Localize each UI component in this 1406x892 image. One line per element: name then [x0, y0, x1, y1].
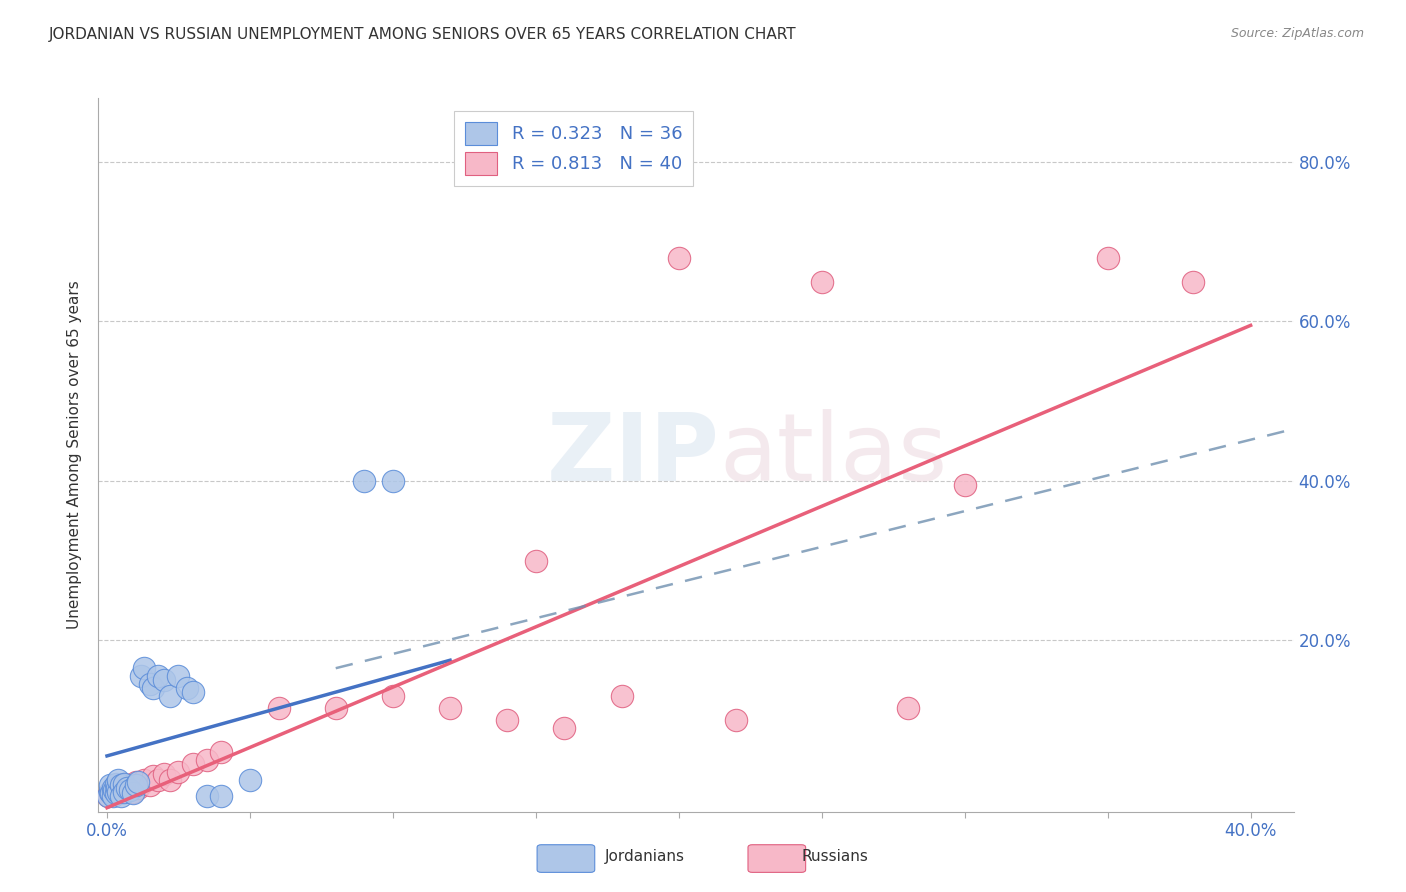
Point — [112, 785, 135, 799]
Point — [142, 681, 165, 695]
Point — [153, 767, 176, 781]
Point — [110, 789, 132, 803]
Point — [118, 779, 141, 793]
Point — [115, 780, 138, 795]
Point — [104, 779, 127, 793]
Point — [896, 701, 918, 715]
Text: Source: ZipAtlas.com: Source: ZipAtlas.com — [1230, 27, 1364, 40]
Point — [810, 275, 832, 289]
Point — [724, 713, 747, 727]
Point — [115, 783, 138, 797]
Point — [127, 775, 149, 789]
Point — [553, 721, 575, 735]
Point — [953, 478, 976, 492]
Point — [353, 474, 375, 488]
Point — [98, 779, 121, 793]
Point — [107, 785, 129, 799]
Point — [195, 789, 218, 803]
Point — [98, 785, 121, 799]
Point — [107, 772, 129, 787]
Point — [118, 783, 141, 797]
Point — [610, 689, 633, 703]
Point — [98, 785, 121, 799]
Point — [159, 772, 181, 787]
Point — [439, 701, 461, 715]
Point — [100, 786, 122, 800]
Point — [1097, 251, 1119, 265]
Text: Jordanians: Jordanians — [605, 849, 685, 863]
Point — [104, 786, 127, 800]
Point — [176, 681, 198, 695]
Point — [104, 777, 127, 791]
Point — [167, 764, 190, 779]
Point — [131, 669, 153, 683]
Point — [496, 713, 519, 727]
Point — [267, 701, 290, 715]
Point — [1182, 275, 1205, 289]
Point — [121, 786, 143, 800]
Point — [103, 783, 125, 797]
Point — [325, 701, 347, 715]
Point — [124, 775, 146, 789]
Point — [127, 780, 149, 795]
Point — [105, 780, 128, 795]
Point — [239, 772, 262, 787]
Point — [101, 783, 124, 797]
Point — [112, 777, 135, 791]
Text: ZIP: ZIP — [547, 409, 720, 501]
Point — [110, 780, 132, 795]
Point — [148, 772, 170, 787]
Text: Russians: Russians — [801, 849, 869, 863]
Point — [381, 689, 404, 703]
Point — [100, 786, 122, 800]
Point — [524, 553, 547, 567]
Point — [121, 785, 143, 799]
Point — [209, 789, 232, 803]
Point — [159, 689, 181, 703]
Text: atlas: atlas — [720, 409, 948, 501]
Point — [101, 780, 124, 795]
Point — [112, 777, 135, 791]
Legend: R = 0.323   N = 36, R = 0.813   N = 40: R = 0.323 N = 36, R = 0.813 N = 40 — [454, 111, 693, 186]
Point — [124, 779, 146, 793]
Point — [153, 673, 176, 688]
Point — [110, 779, 132, 793]
Point — [139, 779, 162, 793]
Point — [139, 677, 162, 691]
Point — [103, 780, 125, 795]
Point — [181, 685, 204, 699]
Point — [97, 789, 120, 803]
Text: JORDANIAN VS RUSSIAN UNEMPLOYMENT AMONG SENIORS OVER 65 YEARS CORRELATION CHART: JORDANIAN VS RUSSIAN UNEMPLOYMENT AMONG … — [49, 27, 797, 42]
Point — [101, 789, 124, 803]
Point — [142, 769, 165, 783]
Point — [381, 474, 404, 488]
Point — [209, 745, 232, 759]
Point — [148, 669, 170, 683]
Point — [167, 669, 190, 683]
Point — [134, 772, 156, 787]
Point — [134, 661, 156, 675]
Point — [181, 756, 204, 771]
Point — [107, 786, 129, 800]
Point — [195, 753, 218, 767]
Y-axis label: Unemployment Among Seniors over 65 years: Unemployment Among Seniors over 65 years — [67, 281, 83, 629]
Point — [668, 251, 690, 265]
Point — [97, 789, 120, 803]
Point — [131, 777, 153, 791]
